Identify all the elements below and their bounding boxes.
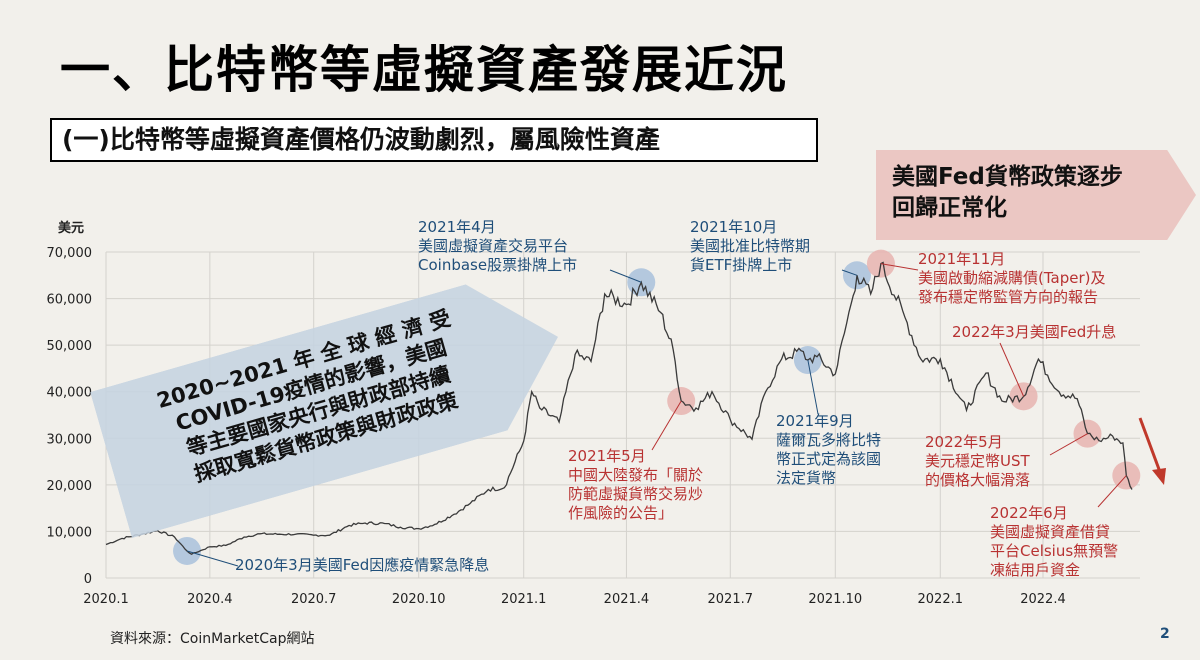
annotation-line: 2022年6月 — [990, 504, 1068, 522]
annotation-fed-rate-hike: 2022年3月美國Fed升息 — [952, 323, 1116, 342]
y-tick-label: 0 — [84, 572, 92, 587]
page-number: 2 — [1160, 626, 1170, 642]
section-subtitle: (一)比特幣等虛擬資產價格仍波動劇烈，屬風險性資產 — [50, 118, 818, 162]
y-tick-label: 40,000 — [47, 386, 93, 401]
annotation-line: 貨ETF掛牌上市 — [690, 256, 793, 274]
annotation-line: 凍結用戶資金 — [990, 561, 1081, 579]
callout-connector — [880, 263, 919, 271]
y-tick-label: 60,000 — [47, 293, 93, 308]
annotation-line: 2021年11月 — [918, 250, 1006, 268]
price-series — [105, 261, 1133, 555]
callout-connector — [1049, 433, 1088, 456]
fed-policy-callout: 美國Fed貨幣政策逐步 回歸正常化 — [892, 162, 1162, 224]
annotation-line: 平台Celsius無預警 — [990, 542, 1119, 560]
annotation-el-salvador: 2021年9月 薩爾瓦多將比特 幣正式定為該國 法定貨幣 — [776, 412, 881, 488]
callout-connector — [1097, 475, 1127, 508]
annotation-line: 2022年3月美國Fed升息 — [952, 323, 1117, 341]
bitcoin-price-line — [105, 261, 1133, 555]
x-tick-label: 2022.4 — [1020, 592, 1066, 607]
annotation-line: 2021年9月 — [776, 412, 854, 430]
annotation-line: 法定貨幣 — [776, 469, 837, 487]
annotation-line: 2021年10月 — [690, 218, 778, 236]
annotation-line: 美國啟動縮減購債(Taper)及 — [918, 269, 1106, 287]
annotation-line: 的價格大幅滑落 — [925, 471, 1031, 489]
downtrend-arrowhead — [1152, 468, 1166, 485]
x-tick-label: 2021.1 — [501, 592, 547, 607]
annotation-line: 美元穩定幣UST — [925, 452, 1030, 470]
x-tick-label: 2021.4 — [604, 592, 650, 607]
callout-connector — [999, 342, 1025, 397]
callout-connector — [609, 269, 642, 283]
callout-lines — [186, 263, 1166, 567]
annotation-line: Coinbase股票掛牌上市 — [418, 256, 578, 274]
axes: 0 10,000 20,000 30,000 40,000 50,000 60,000 70,… — [47, 220, 1066, 607]
x-tick-label: 2020.7 — [291, 592, 337, 607]
source-note: 資料來源：CoinMarketCap網站 — [110, 631, 315, 647]
y-tick-label: 30,000 — [47, 432, 93, 447]
callout-connector — [186, 550, 239, 567]
annotation-bitcoin-etf: 2021年10月 美國批准比特幣期 貨ETF掛牌上市 — [690, 218, 810, 275]
annotation-line: 防範虛擬貨幣交易炒 — [568, 485, 704, 503]
annotation-line: 美國虛擬資產借貸 — [990, 523, 1111, 541]
annotation-line: 2021年5月 — [568, 447, 646, 465]
annotation-line: 作風險的公告」 — [568, 504, 674, 522]
annotation-coinbase-listing: 2021年4月 美國虛擬資產交易平台 Coinbase股票掛牌上市 — [418, 218, 577, 275]
fed-policy-arrow-shape — [876, 150, 1196, 240]
annotation-line: 美國批准比特幣期 — [690, 237, 811, 255]
x-tick-label: 2020.10 — [392, 592, 446, 607]
annotation-line: 薩爾瓦多將比特 — [776, 431, 882, 449]
annotation-line: 中國大陸發布「關於 — [568, 466, 704, 484]
annotation-celsius-freeze: 2022年6月 美國虛擬資產借貸 平台Celsius無預警 凍結用戶資金 — [990, 504, 1118, 580]
page-title: 一、比特幣等虛擬資產發展近況 — [60, 41, 788, 99]
x-tick-label: 2022.1 — [918, 592, 964, 607]
annotation-line: 幣正式定為該國 — [776, 450, 882, 468]
y-axis-label: 美元 — [58, 220, 84, 236]
downtrend-arrow — [1138, 417, 1162, 473]
annotation-line: 美國虛擬資產交易平台 — [418, 237, 569, 255]
annotation-ust-collapse: 2022年5月 美元穩定幣UST 的價格大幅滑落 — [925, 433, 1030, 490]
annotation-line: 2022年5月 — [925, 433, 1003, 451]
annotation-china-ban: 2021年5月 中國大陸發布「關於 防範虛擬貨幣交易炒 作風險的公告」 — [568, 447, 703, 523]
x-tick-label: 2020.1 — [83, 592, 129, 607]
callout-connector — [807, 359, 819, 415]
y-tick-label: 10,000 — [47, 525, 93, 540]
x-tick-label: 2020.4 — [187, 592, 233, 607]
annotation-line: 2020年3月美國Fed因應疫情緊急降息 — [235, 556, 490, 574]
x-tick-label: 2021.7 — [708, 592, 754, 607]
y-tick-label: 70,000 — [47, 246, 93, 261]
y-tick-label: 20,000 — [47, 479, 93, 494]
x-tick-label: 2021.10 — [808, 592, 862, 607]
callout-connector — [841, 269, 858, 276]
annotation-line: 發布穩定幣監管方向的報告 — [918, 288, 1099, 306]
annotation-taper: 2021年11月 美國啟動縮減購債(Taper)及 發布穩定幣監管方向的報告 — [918, 250, 1106, 307]
annotation-covid-rate-cut: 2020年3月美國Fed因應疫情緊急降息 — [235, 556, 489, 575]
y-tick-label: 50,000 — [47, 339, 93, 354]
callout-connector — [651, 400, 682, 451]
fed-policy-line: 回歸正常化 — [892, 195, 1007, 221]
annotation-line: 2021年4月 — [418, 218, 496, 236]
fed-policy-line: 美國Fed貨幣政策逐步 — [892, 164, 1123, 190]
